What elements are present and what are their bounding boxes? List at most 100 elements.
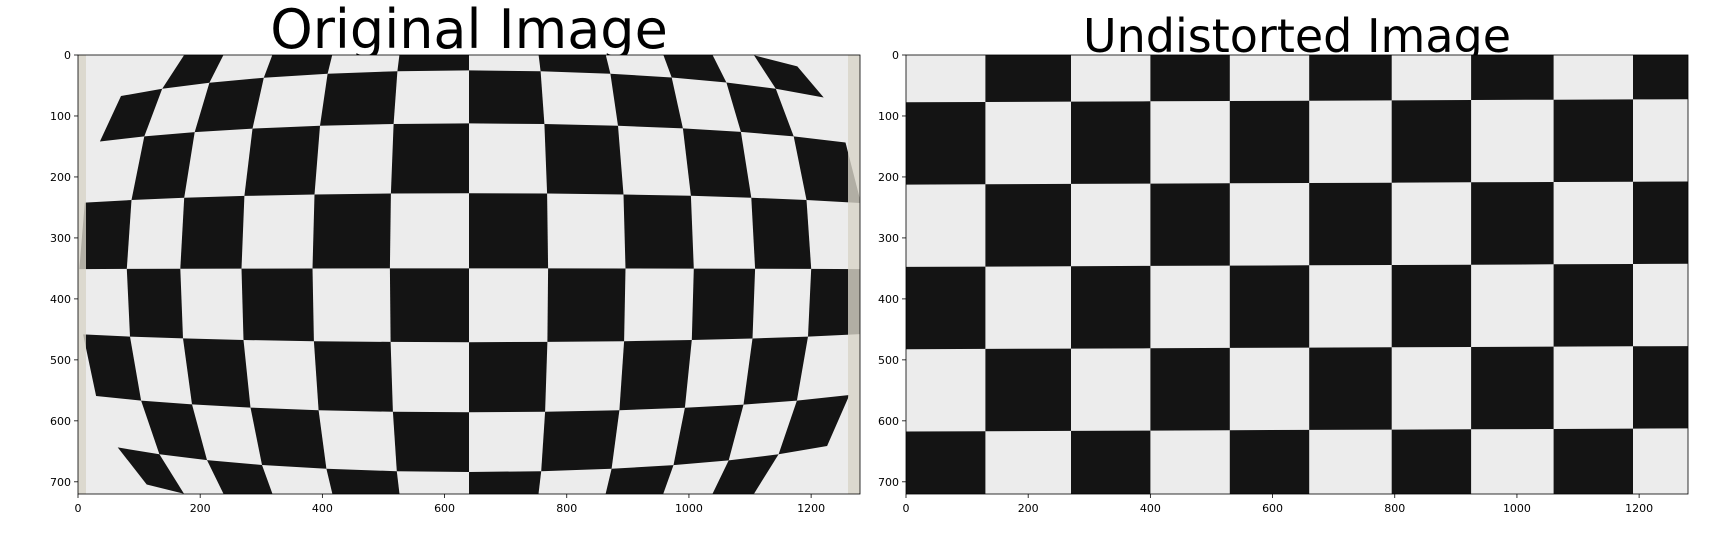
- checker-square: [469, 70, 545, 124]
- checker-square: [141, 400, 207, 461]
- checker-square: [263, 55, 333, 78]
- checker-square: [541, 410, 620, 472]
- undistorted-axes-frame: [905, 54, 1689, 495]
- x-tick-label: 1000: [1503, 502, 1531, 515]
- x-tick-label: 400: [312, 502, 333, 515]
- x-tick-label: 1200: [1625, 502, 1653, 515]
- checker-square: [1309, 55, 1392, 101]
- checker-square: [180, 195, 245, 269]
- checker-square: [538, 55, 611, 74]
- x-tick-label: 0: [75, 502, 82, 515]
- checker-square: [1392, 0, 1471, 49]
- checker-square: [605, 465, 674, 494]
- checker-square: [906, 266, 986, 350]
- checker-square: [1071, 0, 1150, 50]
- y-tick-label: 200: [50, 171, 71, 184]
- checker-square: [83, 334, 142, 401]
- checker-square: [313, 341, 393, 412]
- checker-square: [1554, 0, 1633, 48]
- x-tick-label: 1000: [675, 502, 703, 515]
- x-tick-label: 200: [190, 502, 211, 515]
- undistorted-image-panel: 0 200 400 600 800 1000 1200 0 100 200 300 400 500 600…: [878, 0, 1689, 515]
- checker-square: [207, 460, 273, 494]
- checker-square: [1071, 265, 1151, 349]
- x-tick-label: 200: [1018, 502, 1039, 515]
- y-tick-label: 0: [64, 49, 71, 62]
- checker-square: [131, 132, 195, 200]
- checker-square: [1471, 182, 1554, 265]
- checker-square: [1633, 346, 1688, 429]
- y-tick-label: 500: [50, 354, 71, 367]
- x-tick-label: 1200: [797, 502, 825, 515]
- checker-square: [392, 411, 469, 472]
- x-tick-label: 600: [434, 502, 455, 515]
- checker-square: [126, 268, 183, 339]
- original-checkerboard-image: [78, 55, 860, 494]
- y-tick-label: 700: [50, 476, 71, 489]
- checker-square: [320, 71, 398, 126]
- checker-square: [1309, 182, 1392, 266]
- y-tick-label: 500: [878, 354, 899, 367]
- checker-square: [1150, 347, 1230, 431]
- x-tick-label: 400: [1140, 502, 1161, 515]
- checker-square: [751, 197, 812, 269]
- checker-square: [1391, 264, 1472, 348]
- checker-square: [1150, 183, 1230, 266]
- checker-square: [1471, 346, 1554, 430]
- checker-square: [663, 55, 727, 83]
- checker-square: [1309, 347, 1392, 430]
- checker-square: [673, 404, 744, 466]
- checker-square: [547, 268, 626, 342]
- checker-square: [778, 395, 850, 455]
- y-tick-label: 400: [50, 293, 71, 306]
- checker-square: [1633, 181, 1688, 264]
- checker-square: [754, 55, 824, 98]
- y-tick-label: 400: [878, 293, 899, 306]
- checker-square: [623, 194, 694, 269]
- panel-title-undistorted: Undistorted Image: [1082, 9, 1512, 63]
- checker-square: [906, 0, 985, 51]
- checker-square: [1229, 429, 1310, 494]
- y-tick-label: 200: [878, 171, 899, 184]
- y-tick-label: 100: [50, 110, 71, 123]
- checker-square: [1391, 429, 1472, 494]
- checker-square: [312, 193, 391, 269]
- checker-square: [99, 88, 163, 142]
- x-tick-label: 800: [556, 502, 577, 515]
- panel-title-original: Original Image: [270, 0, 668, 61]
- checker-square: [1230, 0, 1309, 49]
- checker-square: [390, 123, 469, 194]
- x-tick-label: 0: [903, 502, 910, 515]
- checker-square: [397, 55, 469, 72]
- checker-square: [326, 468, 400, 494]
- checker-square: [469, 341, 548, 413]
- checker-square: [1229, 100, 1310, 184]
- checker-square: [194, 77, 264, 133]
- checker-square: [117, 447, 184, 494]
- checker-square: [808, 268, 860, 337]
- checker-square: [162, 55, 224, 89]
- y-tick-label: 700: [878, 476, 899, 489]
- checker-square: [726, 82, 794, 137]
- checker-square: [1553, 264, 1633, 347]
- checker-square: [1071, 430, 1151, 494]
- checker-square: [712, 454, 779, 494]
- checker-square: [691, 268, 756, 340]
- checker-square: [244, 125, 320, 196]
- checker-square: [906, 102, 986, 185]
- checker-square: [469, 471, 542, 494]
- y-tick-label: 600: [50, 415, 71, 428]
- checker-square: [250, 407, 327, 469]
- y-tick-label: 300: [878, 232, 899, 245]
- checker-square: [743, 336, 808, 405]
- checker-square: [1391, 100, 1472, 183]
- y-tick-label: 600: [878, 415, 899, 428]
- original-axes-frame: [77, 54, 861, 495]
- checker-square: [389, 268, 469, 343]
- undistorted-checkerboard-image: [906, 0, 1688, 494]
- checker-square: [619, 340, 692, 411]
- y-tick-label: 0: [892, 49, 899, 62]
- checker-square: [985, 348, 1071, 432]
- checker-square: [793, 136, 860, 204]
